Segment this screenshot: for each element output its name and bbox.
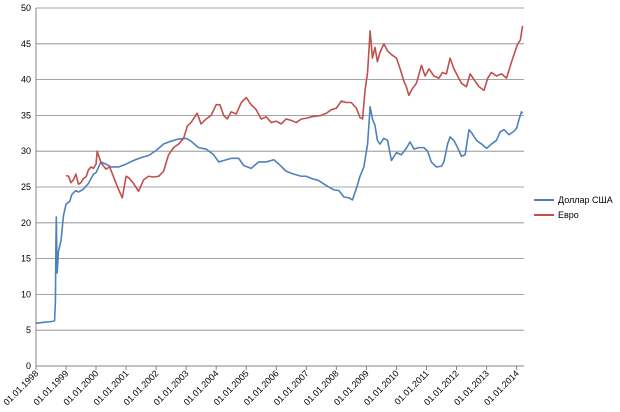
- legend-label-eur: Евро: [558, 210, 579, 220]
- series-lines: [35, 25, 524, 325]
- x-tick-labels: 01.01.199801.01.199901.01.200001.01.2001…: [1, 368, 521, 407]
- y-tick-label: 30: [21, 146, 31, 156]
- series-line-usd: [35, 106, 524, 325]
- y-tick-label: 25: [21, 182, 31, 192]
- y-tick-label: 15: [21, 254, 31, 264]
- y-tick-label: 5: [26, 325, 31, 335]
- grid-lines: [36, 7, 524, 331]
- y-tick-label: 40: [21, 75, 31, 85]
- y-tick-label: 10: [21, 289, 31, 299]
- y-tick-label: 50: [21, 3, 31, 13]
- y-tick-labels: 0 5 10 15 20 25 30 35 40 45 50: [21, 3, 31, 371]
- y-tick-label: 20: [21, 218, 31, 228]
- y-tick-label: 0: [26, 361, 31, 371]
- y-tick-label: 35: [21, 110, 31, 120]
- y-tick-label: 45: [21, 39, 31, 49]
- legend: Доллар США Евро: [534, 195, 613, 220]
- axes: [35, 8, 524, 370]
- series-line-eur: [65, 25, 524, 199]
- legend-label-usd: Доллар США: [558, 195, 613, 205]
